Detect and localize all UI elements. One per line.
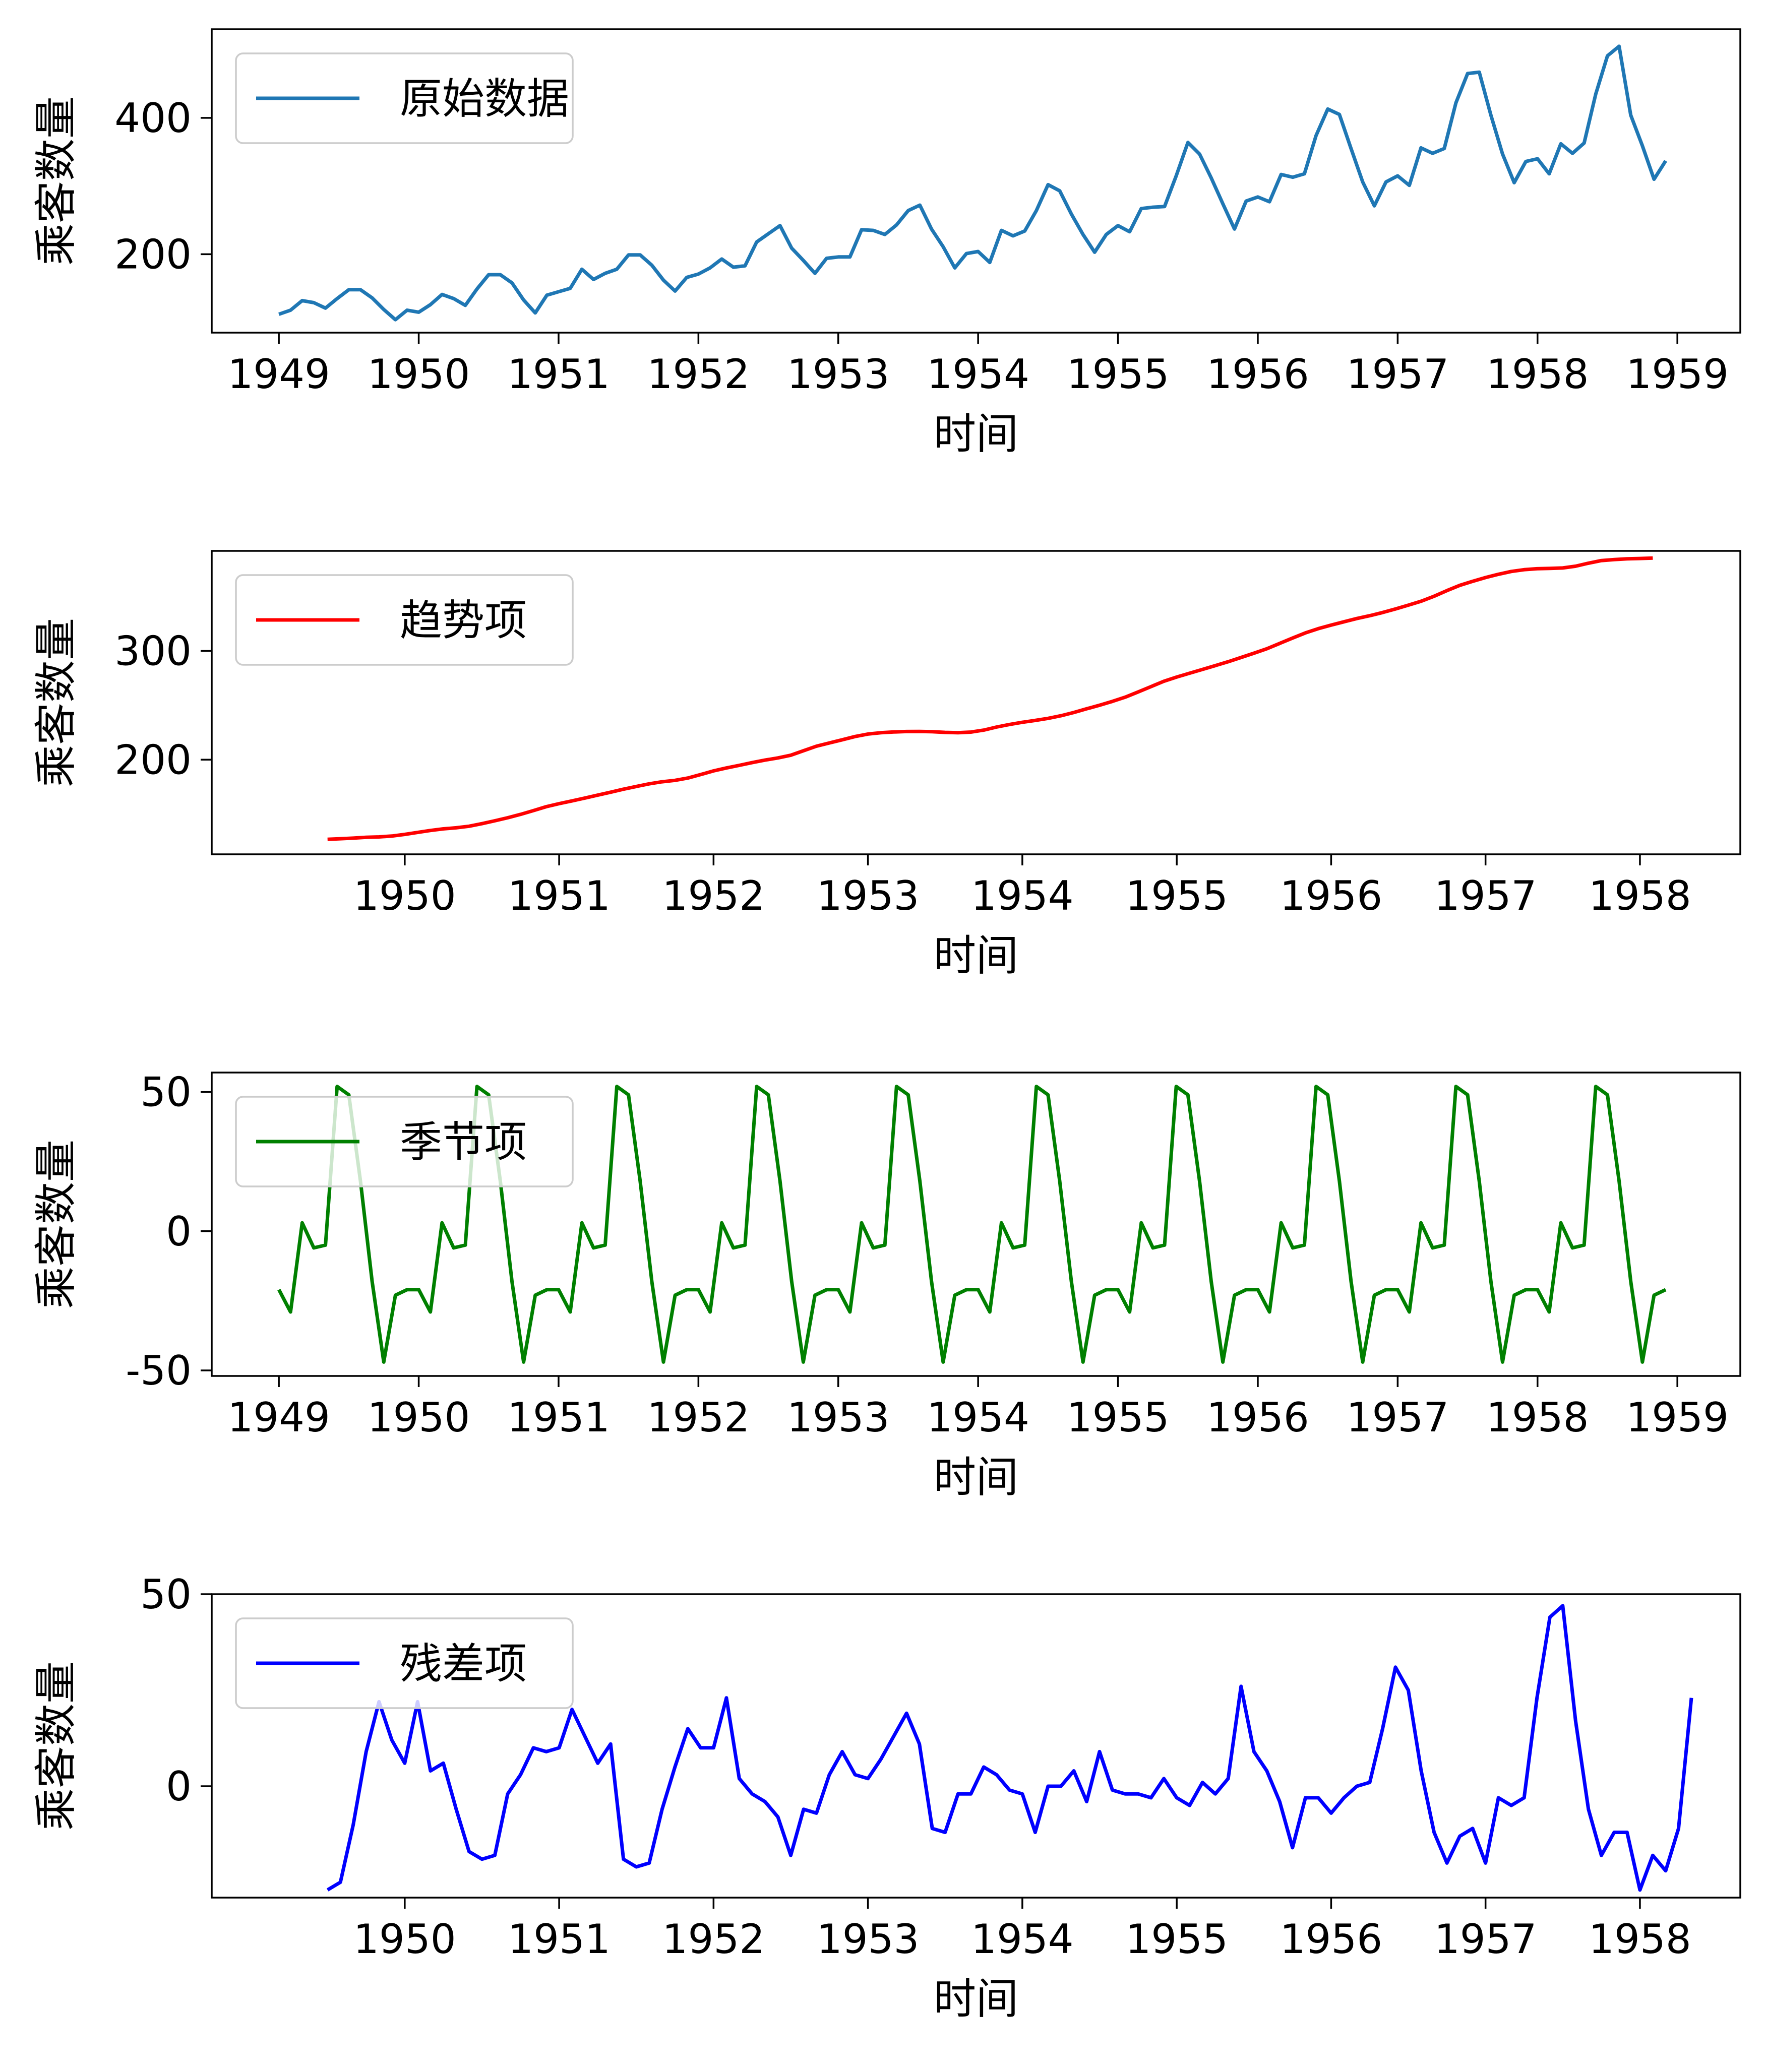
y-tick-label: -50 — [126, 1347, 192, 1394]
plot-frame — [211, 1593, 1741, 1899]
y-tick-label: 50 — [140, 1069, 192, 1116]
legend-box — [235, 1617, 574, 1709]
x-tick-label: 1953 — [787, 1394, 890, 1441]
x-tick-label: 1958 — [1486, 1394, 1589, 1441]
x-tick-label: 1951 — [508, 872, 611, 919]
x-axis-label: 时间 — [934, 1974, 1018, 2024]
x-tick-label: 1958 — [1486, 351, 1589, 398]
legend-box — [235, 52, 574, 144]
x-tick-label: 1951 — [508, 1916, 611, 1963]
x-tick-label: 1950 — [368, 1394, 470, 1441]
x-tick-label: 1956 — [1206, 351, 1309, 398]
y-axis-label: 乘客数量 — [31, 1140, 81, 1309]
subplot-3: 1949 1950 1951 1952 1953 1954 1955 1956 1957 1958… — [31, 1069, 1741, 1502]
x-tick-label: 1959 — [1626, 351, 1729, 398]
series-line-4-1 — [326, 1604, 1693, 1892]
x-axis-label: 时间 — [934, 1453, 1018, 1502]
x-tick-label: 1958 — [1589, 1916, 1691, 1963]
series-line-2-1 — [327, 556, 1653, 841]
x-tick-label: 1949 — [227, 1394, 330, 1441]
x-tick-label: 1955 — [1067, 1394, 1170, 1441]
x-tick-label: 1957 — [1347, 1394, 1449, 1441]
legend-label: 残差项 — [400, 1639, 527, 1688]
legend: 趋势项 — [235, 574, 574, 666]
legend-label: 原始数据 — [400, 74, 569, 123]
x-tick-label: 1952 — [647, 351, 750, 398]
legend: 季节项 — [235, 1096, 574, 1187]
y-tick-label: 200 — [114, 736, 192, 783]
legend-label: 趋势项 — [400, 596, 527, 645]
y-axis-label: 乘客数量 — [31, 1661, 81, 1831]
series-line-3-1 — [277, 1085, 1667, 1364]
x-tick-label: 1952 — [647, 1394, 750, 1441]
y-tick-label: 400 — [114, 95, 192, 142]
subplot-4: 1950 1951 1952 1953 1954 1955 1956 1957 1958 0 50 时… — [31, 1571, 1741, 2024]
x-tick-label: 1956 — [1280, 872, 1383, 919]
x-tick-label: 1950 — [353, 872, 456, 919]
x-tick-label: 1951 — [507, 351, 610, 398]
plot-frame — [211, 28, 1741, 334]
x-tick-label: 1955 — [1067, 351, 1170, 398]
x-tick-label: 1957 — [1434, 872, 1537, 919]
x-tick-label: 1954 — [971, 1916, 1074, 1963]
x-tick-label: 1950 — [368, 351, 470, 398]
subplot-1: 1949 1950 1951 1952 1953 1954 1955 1956 1957 1958… — [31, 28, 1741, 459]
x-tick-label: 1955 — [1125, 872, 1228, 919]
x-tick-label: 1949 — [227, 351, 330, 398]
x-tick-label: 1950 — [353, 1916, 456, 1963]
x-tick-label: 1953 — [787, 351, 890, 398]
x-tick-label: 1957 — [1347, 351, 1449, 398]
x-tick-label: 1956 — [1280, 1916, 1383, 1963]
x-tick-label: 1953 — [817, 1916, 920, 1963]
x-tick-label: 1959 — [1626, 1394, 1729, 1441]
x-axis-label: 时间 — [934, 409, 1018, 459]
plot-frame — [211, 550, 1741, 855]
x-tick-label: 1954 — [971, 872, 1074, 919]
x-tick-label: 1955 — [1125, 1916, 1228, 1963]
legend-box — [235, 1096, 574, 1187]
y-axis-label: 乘客数量 — [31, 96, 81, 266]
y-tick-label: 300 — [114, 628, 192, 675]
y-axis-label: 乘客数量 — [31, 618, 81, 787]
subplot-2: 1950 1951 1952 1953 1954 1955 1956 1957 1958 200 3… — [31, 550, 1741, 980]
plot-frame — [211, 1072, 1741, 1377]
legend-box — [235, 574, 574, 666]
x-tick-label: 1953 — [817, 872, 920, 919]
x-tick-label: 1956 — [1206, 1394, 1309, 1441]
legend: 残差项 — [235, 1617, 574, 1709]
x-tick-label: 1952 — [662, 1916, 765, 1963]
x-tick-label: 1952 — [662, 872, 765, 919]
x-tick-label: 1954 — [927, 351, 1029, 398]
x-axis-label: 时间 — [934, 931, 1018, 980]
legend-label: 季节项 — [400, 1117, 527, 1167]
y-tick-label: 50 — [140, 1571, 192, 1618]
x-tick-label: 1958 — [1589, 872, 1691, 919]
y-tick-label: 0 — [166, 1763, 192, 1810]
legend: 原始数据 — [235, 52, 574, 144]
series-line-1-1 — [278, 44, 1667, 322]
y-tick-label: 200 — [114, 231, 192, 278]
x-tick-label: 1957 — [1434, 1916, 1537, 1963]
x-tick-label: 1951 — [507, 1394, 610, 1441]
x-tick-label: 1954 — [927, 1394, 1029, 1441]
y-tick-label: 0 — [166, 1208, 192, 1255]
